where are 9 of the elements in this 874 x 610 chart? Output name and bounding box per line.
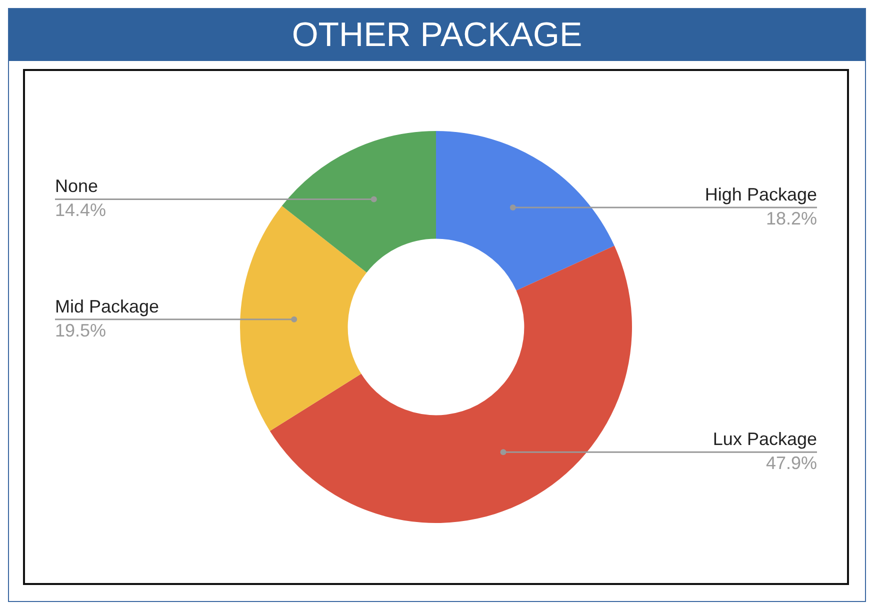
slice-label: High Package [704, 184, 817, 204]
slice-label: Mid Package [55, 296, 160, 316]
data-label: 14.4% [55, 200, 106, 220]
data-label: 47.9% [766, 453, 817, 474]
data-label: 19.5% [55, 320, 106, 340]
slice-label: None [55, 176, 98, 196]
chart-title: OTHER PACKAGE [9, 9, 865, 61]
data-label: 18.2% [766, 208, 817, 228]
slice-label: Lux Package [712, 429, 817, 450]
